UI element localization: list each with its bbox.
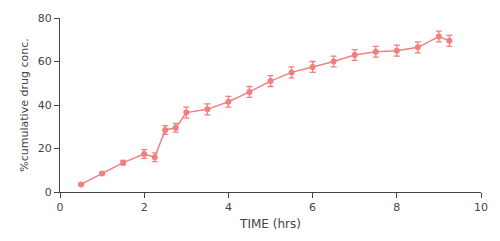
svg-text:0: 0 [57,201,64,214]
svg-text:40: 40 [38,99,52,112]
svg-text:%cumulative drug conc.: %cumulative drug conc. [18,38,31,171]
svg-text:TIME (hrs): TIME (hrs) [239,217,301,231]
svg-text:60: 60 [38,55,52,68]
svg-text:10: 10 [474,201,488,214]
svg-text:20: 20 [38,142,52,155]
svg-text:4: 4 [225,201,232,214]
svg-text:0: 0 [45,186,52,199]
svg-text:6: 6 [309,201,316,214]
svg-text:8: 8 [393,201,400,214]
svg-text:2: 2 [141,201,148,214]
svg-text:80: 80 [38,12,52,25]
